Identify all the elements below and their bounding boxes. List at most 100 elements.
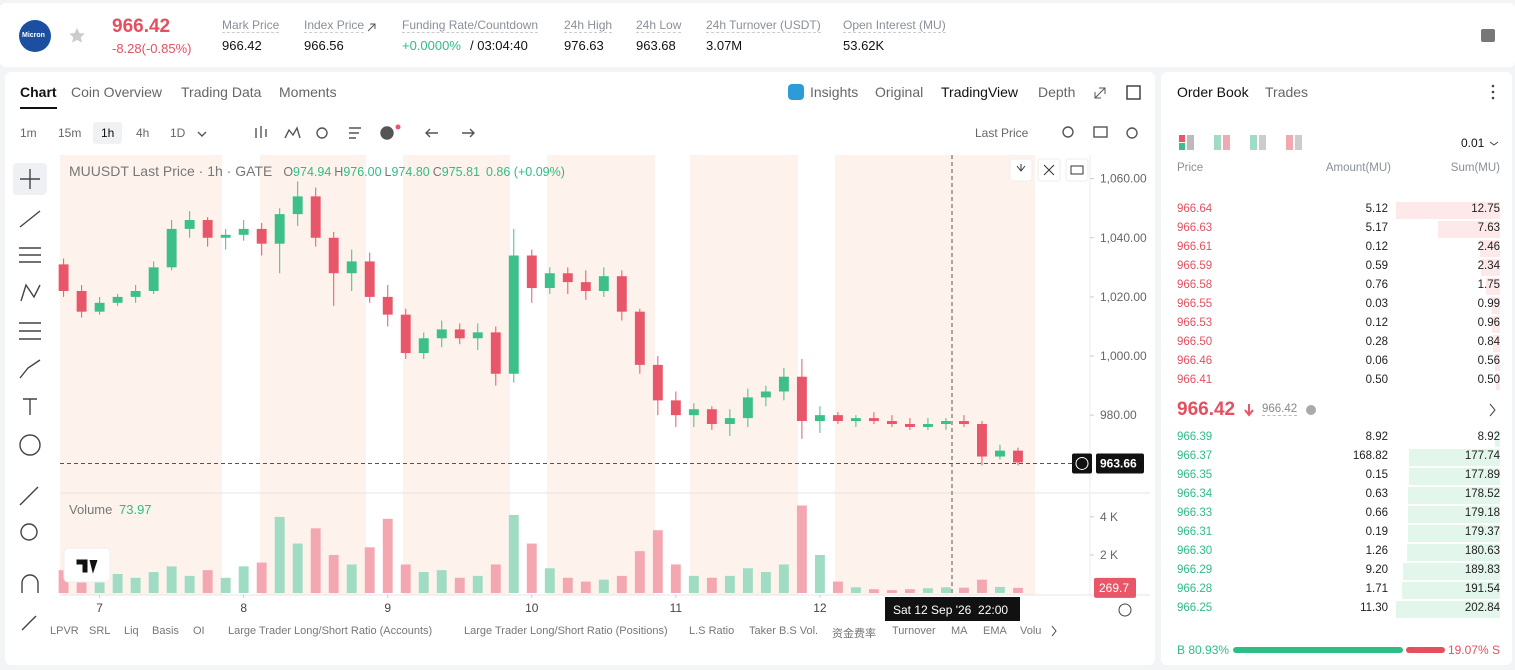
view-option[interactable]: Depth bbox=[1038, 84, 1076, 100]
book-tab[interactable]: Trades bbox=[1265, 84, 1309, 100]
candle-body bbox=[868, 418, 879, 422]
channel-tool[interactable] bbox=[19, 247, 41, 263]
book-amount: 11.30 bbox=[1360, 602, 1388, 614]
interval[interactable]: 4h bbox=[136, 126, 150, 140]
book-price[interactable]: 966.50 bbox=[1177, 336, 1213, 348]
precision[interactable]: 0.01 bbox=[1461, 136, 1485, 150]
template-icon[interactable] bbox=[349, 127, 361, 139]
indicator[interactable]: LPVR bbox=[50, 625, 79, 637]
indicator[interactable]: Large Trader Long/Short Ratio (Positions… bbox=[464, 625, 668, 637]
line-tool[interactable] bbox=[19, 210, 41, 228]
book-sum: 177.89 bbox=[1464, 469, 1500, 481]
dropdown-icon[interactable] bbox=[197, 131, 207, 137]
book-tab[interactable]: Order Book bbox=[1177, 84, 1249, 100]
emoji-tool[interactable] bbox=[19, 434, 41, 456]
indicator[interactable]: Turnover bbox=[892, 625, 936, 637]
pattern-tool[interactable] bbox=[20, 283, 41, 302]
book-price[interactable]: 966.35 bbox=[1177, 469, 1213, 481]
book-price[interactable]: 966.46 bbox=[1177, 355, 1213, 367]
book-price[interactable]: 966.63 bbox=[1177, 222, 1213, 234]
book-price[interactable]: 966.34 bbox=[1177, 488, 1213, 500]
indicator[interactable]: 资金费率 bbox=[832, 628, 876, 640]
brush-tool[interactable] bbox=[19, 359, 41, 379]
interval[interactable]: 15m bbox=[58, 126, 82, 140]
book-price[interactable]: 966.53 bbox=[1177, 317, 1213, 329]
volume-bar bbox=[382, 518, 393, 593]
book-price[interactable]: 966.41 bbox=[1177, 374, 1213, 386]
book-price[interactable]: 966.61 bbox=[1177, 241, 1213, 253]
ai-icon[interactable] bbox=[788, 84, 804, 100]
book-price[interactable]: 966.64 bbox=[1177, 203, 1213, 215]
indicator[interactable]: Volu bbox=[1020, 625, 1042, 637]
scroll-right[interactable] bbox=[1051, 625, 1057, 637]
tab[interactable]: Moments bbox=[279, 84, 337, 100]
book-price[interactable]: 966.29 bbox=[1177, 564, 1213, 576]
ruler-tool[interactable] bbox=[19, 486, 39, 506]
interval[interactable]: 1D bbox=[170, 126, 186, 140]
interval[interactable]: 1h bbox=[93, 122, 123, 144]
tab[interactable]: Chart bbox=[20, 84, 57, 109]
indicator[interactable]: Basis bbox=[152, 625, 179, 637]
settings-icon[interactable] bbox=[1126, 127, 1138, 139]
text-tool[interactable] bbox=[23, 398, 37, 415]
precision-dropdown[interactable] bbox=[1489, 141, 1499, 146]
book-price[interactable]: 966.37 bbox=[1177, 450, 1213, 462]
indicator[interactable]: Large Trader Long/Short Ratio (Accounts) bbox=[228, 625, 433, 637]
chart-control-icon[interactable] bbox=[1016, 164, 1026, 172]
camera-icon[interactable] bbox=[1093, 126, 1108, 138]
book-price[interactable]: 966.28 bbox=[1177, 583, 1213, 595]
indicator[interactable]: EMA bbox=[983, 625, 1007, 637]
view-option[interactable]: Insights bbox=[810, 84, 859, 100]
indicator-icon[interactable] bbox=[284, 126, 301, 139]
replay-icon[interactable] bbox=[316, 127, 328, 139]
view-option[interactable]: Original bbox=[875, 84, 924, 100]
magnet-tool[interactable] bbox=[21, 574, 39, 593]
undo-icon[interactable] bbox=[425, 128, 438, 138]
book-price[interactable]: 966.59 bbox=[1177, 260, 1213, 272]
fib-tool[interactable] bbox=[19, 322, 41, 340]
depth-bar bbox=[1396, 601, 1500, 618]
search-icon[interactable] bbox=[1062, 126, 1074, 138]
notes-icon[interactable] bbox=[1481, 29, 1495, 42]
more-dot[interactable] bbox=[1491, 84, 1495, 88]
layout-asks[interactable] bbox=[1286, 135, 1293, 150]
chart-control-icon[interactable] bbox=[1070, 165, 1084, 175]
interval[interactable]: 1m bbox=[20, 126, 37, 140]
book-price[interactable]: 966.31 bbox=[1177, 526, 1213, 538]
book-amount: 0.03 bbox=[1365, 298, 1388, 310]
price-type[interactable]: Last Price bbox=[975, 126, 1029, 140]
indicator[interactable]: SRL bbox=[89, 625, 111, 637]
stat-label: 24h High bbox=[564, 18, 613, 33]
volume-bar bbox=[400, 564, 411, 593]
indicator[interactable]: Taker B.S Vol. bbox=[749, 625, 819, 637]
favorite-star[interactable] bbox=[69, 28, 85, 43]
indicator[interactable]: L.S Ratio bbox=[689, 625, 735, 637]
zoom-tool[interactable] bbox=[20, 523, 38, 541]
candle-body bbox=[76, 290, 87, 312]
book-price[interactable]: 966.55 bbox=[1177, 298, 1213, 310]
book-price[interactable]: 966.33 bbox=[1177, 507, 1213, 519]
crosshair-tool[interactable] bbox=[20, 169, 40, 189]
expand-icon[interactable] bbox=[1094, 87, 1106, 99]
chart-control-icon[interactable] bbox=[1043, 164, 1055, 176]
view-option[interactable]: TradingView bbox=[941, 84, 1019, 100]
book-price[interactable]: 966.25 bbox=[1177, 602, 1213, 614]
layout-both[interactable] bbox=[1179, 135, 1185, 142]
book-price[interactable]: 966.39 bbox=[1177, 431, 1213, 443]
redo-icon[interactable] bbox=[462, 128, 475, 138]
indicator[interactable]: MA bbox=[951, 625, 968, 637]
tab[interactable]: Coin Overview bbox=[71, 84, 163, 100]
candle-type-icon[interactable] bbox=[255, 126, 267, 138]
window-icon[interactable] bbox=[1126, 85, 1141, 100]
book-price[interactable]: 966.30 bbox=[1177, 545, 1213, 557]
edit-tool[interactable] bbox=[21, 615, 37, 631]
indicator[interactable]: Liq bbox=[124, 625, 139, 637]
details-arrow[interactable] bbox=[1489, 403, 1496, 417]
tab[interactable]: Trading Data bbox=[181, 84, 262, 100]
layout-x[interactable] bbox=[1250, 135, 1257, 150]
layout-bids[interactable] bbox=[1214, 135, 1221, 150]
add-icon[interactable] bbox=[380, 126, 394, 140]
book-price[interactable]: 966.58 bbox=[1177, 279, 1213, 291]
chart-settings-icon[interactable] bbox=[1118, 603, 1132, 617]
indicator[interactable]: OI bbox=[193, 625, 205, 637]
